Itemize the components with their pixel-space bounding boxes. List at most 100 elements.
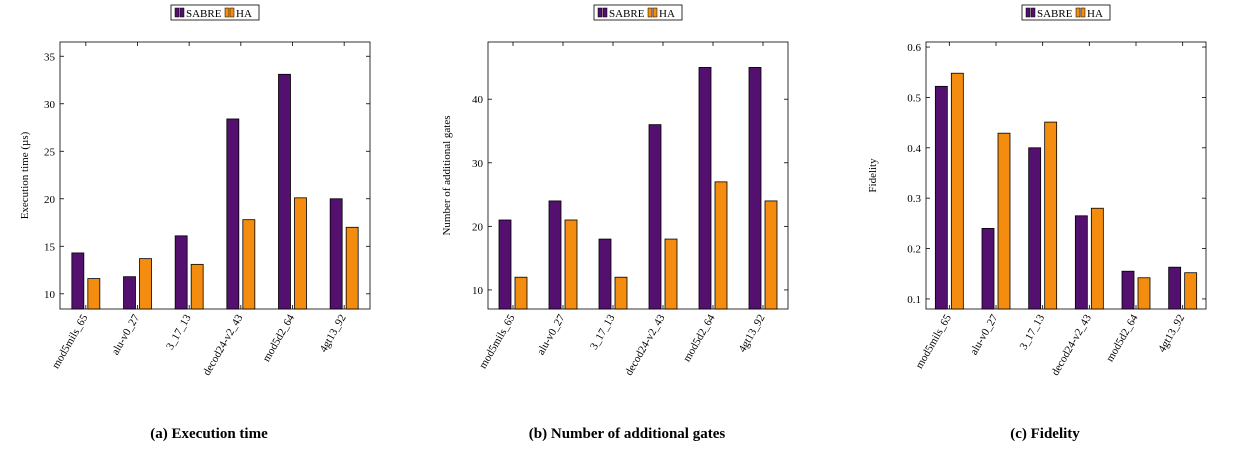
bar-sabre (1028, 147, 1042, 310)
bar-sabre (174, 235, 188, 310)
y-tick-label: 0.3 (907, 193, 921, 205)
chart-svg-a: SABRE HA 10 15 20 25 30 35 Execution time (µs) mo… (19, 4, 371, 378)
caption-text: Fidelity (1030, 426, 1080, 442)
axes-frame (487, 41, 789, 310)
bar-sabre (1074, 215, 1088, 310)
bar-ha (614, 276, 628, 310)
bar-ha (294, 197, 307, 310)
bar-ha (564, 219, 578, 310)
x-tick-label: 3_17_13 (164, 312, 194, 352)
x-tick-label: 3_17_13 (588, 312, 618, 352)
bar-sabre (226, 118, 240, 310)
bar-ha (87, 278, 101, 310)
y-tick-label: 30 (44, 99, 56, 111)
y-tick-label: 15 (44, 241, 56, 253)
legend-swatch-sabre (602, 7, 608, 18)
caption-tag: (a) (150, 426, 168, 442)
chart-svg-b: SABRE HA 10 20 30 40 Number of additional gate… (441, 4, 789, 378)
bar-ha (1184, 272, 1198, 310)
caption-tag: (b) (528, 426, 548, 442)
legend-swatch-ha (647, 7, 653, 18)
x-tick-label: mod5d2_64 (681, 312, 718, 364)
chart-caption-b: (b) Number of additional gates (418, 426, 836, 443)
bar-ha (139, 258, 152, 310)
bar-sabre (748, 67, 762, 310)
x-tick-label: decod24-v2_43 (201, 312, 246, 378)
bar-sabre (1168, 266, 1182, 310)
bar-sabre (123, 276, 136, 310)
x-tick-label: mod5d2_64 (260, 312, 297, 364)
bar-sabre (548, 200, 562, 310)
bar-ha (664, 238, 678, 310)
y-tick-label: 10 (44, 289, 56, 301)
y-tick-label: 35 (44, 51, 56, 63)
legend-label-ha: HA (236, 8, 252, 20)
x-tick-label: decod24-v2_43 (1049, 312, 1094, 378)
caption-text: Execution time (171, 426, 268, 442)
chart-panel-c: SABRE HA 0.1 0.2 0.3 0.4 0.5 0.6 Fidelity mod5mil… (836, 0, 1253, 449)
x-tick-label: mod5mils_65 (50, 312, 91, 371)
legend-swatch-ha (652, 7, 658, 18)
x-tick-label: 4gt13_92 (318, 313, 349, 355)
y-axis-label: Number of additional gates (441, 115, 453, 235)
x-tick-label: mod5d2_64 (1104, 312, 1141, 364)
bar-ha (764, 200, 778, 310)
bar-sabre (648, 124, 662, 310)
x-tick-label: 4gt13_92 (736, 313, 767, 355)
legend: SABRE HA (593, 4, 683, 21)
legend-swatch-ha (224, 7, 230, 18)
y-tick-label: 0.2 (907, 244, 921, 256)
y-tick-label: 25 (44, 146, 56, 158)
bar-sabre (1121, 270, 1135, 310)
legend-label-sabre: SABRE (186, 8, 222, 20)
bar-ha (950, 72, 964, 310)
axes-frame (925, 41, 1207, 310)
y-tick-label: 30 (472, 158, 484, 170)
bar-sabre (934, 85, 948, 310)
y-tick-label: 20 (472, 221, 484, 233)
legend-swatch-ha (1075, 7, 1081, 18)
bar-sabre (698, 67, 712, 310)
y-tick-label: 0.6 (907, 42, 921, 54)
chart-caption-a: (a) Execution time (0, 426, 418, 443)
legend-swatch-ha (229, 7, 235, 18)
bar-sabre (329, 198, 343, 310)
y-tick-label: 10 (472, 285, 484, 297)
y-axis-label: Execution time (µs) (19, 131, 31, 219)
bar-ha (1137, 277, 1151, 310)
y-tick-label: 20 (44, 194, 56, 206)
x-tick-label: decod24-v2_43 (623, 312, 668, 378)
chart-panel-b: SABRE HA 10 20 30 40 Number of additional gate… (418, 0, 836, 449)
bar-sabre (71, 252, 85, 310)
legend-swatch-sabre (174, 7, 180, 18)
bar-ha (514, 276, 528, 310)
x-tick-label: alu-v0_27 (535, 312, 568, 357)
legend-box (170, 4, 260, 21)
y-tick-label: 40 (472, 94, 484, 106)
x-tick-label: mod5mils_65 (477, 312, 518, 371)
chart-caption-c: (c) Fidelity (836, 426, 1253, 443)
legend-swatch-sabre (1025, 7, 1031, 18)
bar-ha (1044, 121, 1058, 310)
legend-swatch-sabre (179, 7, 185, 18)
x-tick-label: alu-v0_27 (968, 312, 1001, 357)
legend-swatch-sabre (1030, 7, 1036, 18)
caption-tag: (c) (1010, 426, 1027, 442)
caption-text: Number of additional gates (550, 426, 726, 442)
x-tick-label: 3_17_13 (1018, 312, 1048, 352)
legend-label-sabre: SABRE (609, 8, 645, 20)
y-axis-label: Fidelity (867, 158, 879, 193)
legend: SABRE HA (1021, 4, 1111, 21)
legend-label-ha: HA (659, 8, 675, 20)
bar-ha (1090, 207, 1104, 310)
legend-swatch-ha (1080, 7, 1086, 18)
bar-ha (714, 181, 728, 310)
legend-box (1021, 4, 1111, 21)
axes-frame (59, 41, 371, 310)
y-tick-label: 0.5 (907, 92, 921, 104)
bar-sabre (981, 227, 995, 310)
y-tick-label: 0.4 (907, 143, 921, 155)
chart-svg-c: SABRE HA 0.1 0.2 0.3 0.4 0.5 0.6 Fidelity mod5mil… (867, 4, 1207, 378)
y-tick-label: 0.1 (907, 294, 921, 306)
bar-sabre (278, 73, 291, 310)
